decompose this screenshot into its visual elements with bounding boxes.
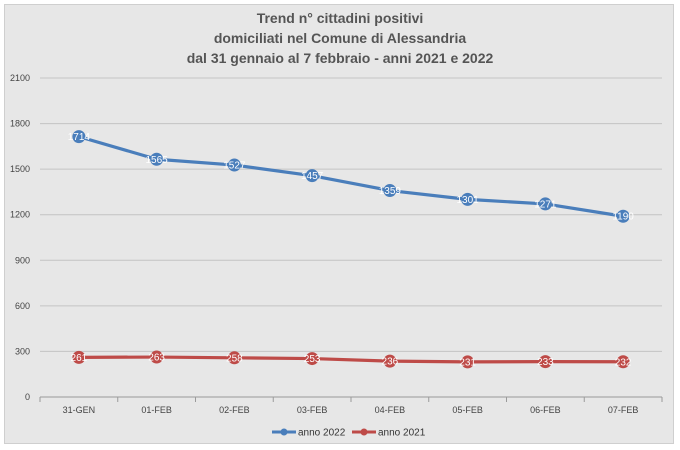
data-label: 232 xyxy=(615,357,632,368)
chart-frame xyxy=(4,4,674,444)
x-tick-label: 06-FEB xyxy=(530,405,561,415)
legend-marker xyxy=(360,428,368,436)
data-point xyxy=(227,158,241,172)
data-label: 1457 xyxy=(301,171,324,182)
y-tick-label: 2100 xyxy=(10,73,30,83)
y-tick-label: 1500 xyxy=(10,164,30,174)
legend-item-2: anno 2021 xyxy=(352,428,426,439)
x-tick-label: 05-FEB xyxy=(452,405,483,415)
data-label: 1527 xyxy=(223,161,246,172)
data-label: 231 xyxy=(459,357,476,368)
data-point xyxy=(461,192,475,206)
data-point xyxy=(461,355,475,369)
series-line xyxy=(77,135,625,218)
data-point xyxy=(538,197,552,211)
chart-title-line-1: Trend n° cittadini positivi xyxy=(256,10,424,26)
series-2: 261 263 258 253 236 231 233 232 xyxy=(71,350,632,369)
chart-title: Trend n° cittadini positivi domiciliati … xyxy=(0,8,680,68)
x-axis: 31-GEN 01-FEB 02-FEB 03-FEB 04-FEB 05-FEB 06-F… xyxy=(39,396,663,415)
chart-title-line-2: domiciliati nel Comune di Alessandria xyxy=(213,30,467,46)
data-label: 236 xyxy=(382,357,399,368)
data-point xyxy=(305,352,319,366)
y-tick-label: 900 xyxy=(15,255,30,265)
data-point xyxy=(383,184,397,198)
legend-marker xyxy=(280,428,288,436)
data-label: 1714 xyxy=(68,132,91,143)
data-label: 253 xyxy=(304,354,321,365)
x-tick-label: 04-FEB xyxy=(375,405,406,415)
y-tick-label: 600 xyxy=(15,301,30,311)
data-point xyxy=(305,169,319,183)
x-tick-label: 03-FEB xyxy=(297,405,328,415)
y-tick-label: 1800 xyxy=(10,119,30,129)
data-label: 1565 xyxy=(146,155,169,166)
data-label: 263 xyxy=(148,353,165,364)
data-point xyxy=(616,209,630,223)
data-point xyxy=(150,350,164,364)
y-axis: 0 300 600 900 1200 1500 1800 2100 xyxy=(10,73,30,402)
data-label: 261 xyxy=(71,353,88,364)
data-point xyxy=(383,354,397,368)
x-tick-label: 02-FEB xyxy=(219,405,250,415)
series-1: 1714 1565 1527 1457 1359 1301 1271 1190 xyxy=(68,130,634,223)
data-point xyxy=(150,152,164,166)
data-label: 1190 xyxy=(612,212,634,223)
data-point xyxy=(616,355,630,369)
chart-title-line-3: dal 31 gennaio al 7 febbraio - anni 2021… xyxy=(186,50,494,66)
x-tick-label: 31-GEN xyxy=(63,405,96,415)
series-layer: 1714 1565 1527 1457 1359 1301 1271 1190 261 263 25… xyxy=(68,130,634,369)
data-point xyxy=(538,355,552,369)
data-label: 1359 xyxy=(379,186,402,197)
y-tick-label: 300 xyxy=(15,346,30,356)
legend: anno 2022 anno 2021 xyxy=(272,428,426,439)
x-tick-label: 07-FEB xyxy=(608,405,639,415)
data-point xyxy=(72,350,86,364)
data-point xyxy=(72,130,86,144)
grid-lines xyxy=(40,77,662,352)
data-label: 258 xyxy=(226,353,243,364)
y-tick-label: 0 xyxy=(25,392,30,402)
data-label: 1301 xyxy=(457,195,480,206)
legend-label: anno 2021 xyxy=(378,428,426,439)
series-line xyxy=(77,355,625,364)
legend-label: anno 2022 xyxy=(298,428,346,439)
data-label: 233 xyxy=(537,357,554,368)
legend-item-1: anno 2022 xyxy=(272,428,346,439)
x-tick-label: 01-FEB xyxy=(141,405,172,415)
data-point xyxy=(227,351,241,365)
data-label: 1271 xyxy=(534,199,557,210)
y-tick-label: 1200 xyxy=(10,210,30,220)
